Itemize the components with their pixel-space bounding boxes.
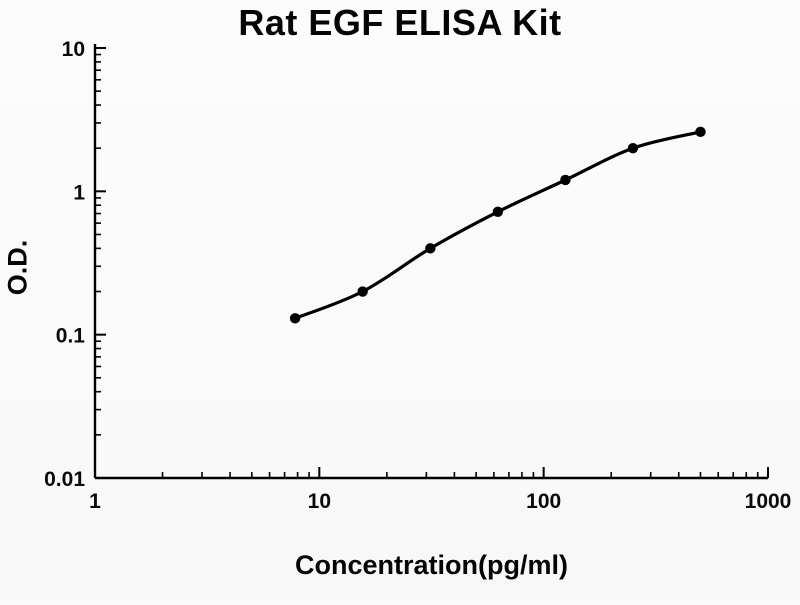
data-point [560, 174, 571, 186]
x-tick-label: 1 [89, 490, 101, 513]
data-point [492, 206, 504, 217]
y-tick-label: 0.1 [56, 325, 86, 348]
x-tick-label: 1000 [745, 490, 792, 513]
x-tick-label: 100 [526, 490, 561, 513]
chart-title: Rat EGF ELISA Kit [238, 2, 562, 43]
data-point [425, 243, 436, 254]
data-point [627, 142, 639, 154]
x-axis-label: Concentration(pg/ml) [295, 550, 568, 580]
y-tick-label: 10 [62, 38, 85, 61]
y-tick-label: 0.01 [44, 468, 85, 491]
x-tick-label: 10 [308, 490, 331, 513]
data-point [357, 286, 368, 297]
data-point [695, 126, 706, 138]
data-point [289, 313, 301, 324]
y-tick-label: 1 [73, 181, 85, 204]
standard-curve-line [293, 130, 703, 320]
y-axis-label: O.D. [2, 239, 33, 296]
